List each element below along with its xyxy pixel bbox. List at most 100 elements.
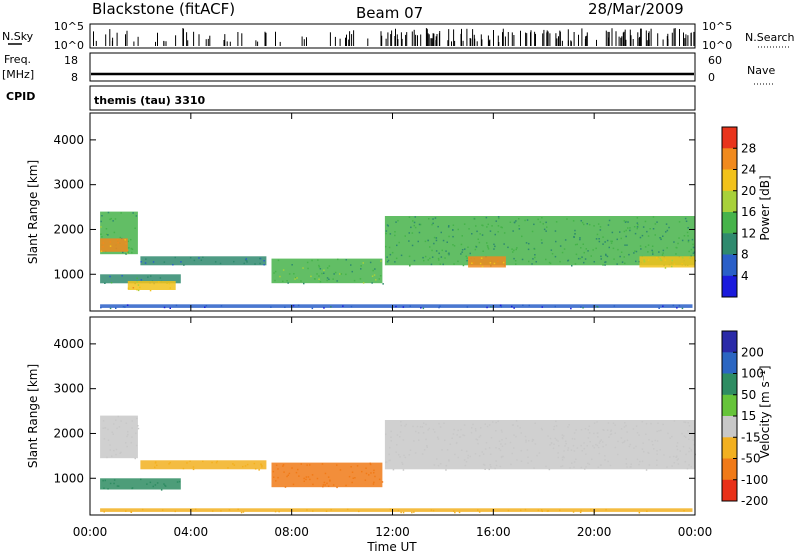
scatter-cell (329, 479, 331, 481)
scatter-cell (117, 485, 120, 487)
scatter-cell (651, 245, 654, 247)
scatter-cell (664, 267, 667, 269)
scatter-cell (607, 422, 610, 424)
scatter-cell (168, 463, 170, 465)
scatter-cell (586, 445, 588, 447)
scatter-cell (457, 260, 459, 263)
scatter-cell (648, 452, 650, 454)
scatter-cell (600, 255, 602, 258)
scatter-cell (554, 230, 557, 232)
scatter-cell (562, 455, 565, 458)
scatter-cell (636, 432, 639, 434)
colorbar-segment (722, 233, 737, 255)
scatter-cell (592, 445, 594, 447)
colorbar-tick: 200 (741, 345, 764, 359)
scatter-cell (448, 252, 450, 254)
scatter-cell (487, 223, 489, 226)
scatter-cell (567, 426, 569, 428)
noise-panel (89, 23, 696, 49)
scatter-cell (471, 262, 473, 264)
scatter-cell (558, 445, 560, 447)
scatter-cell (583, 223, 585, 226)
scatter-cell (635, 260, 637, 263)
scatter-cell (572, 444, 575, 447)
scatter-cell (572, 220, 575, 222)
scatter-cell (501, 445, 504, 447)
scatter-cell (541, 242, 543, 244)
scatter-cell (614, 446, 617, 449)
scatter-cell (333, 273, 335, 275)
scatter-cell (567, 447, 570, 449)
scatter-cell (625, 463, 628, 465)
scatter-cell (611, 231, 614, 234)
scatter-cell (660, 237, 662, 239)
scatter-cell (656, 440, 659, 442)
scatter-cell (602, 445, 604, 448)
scatter-cell (549, 444, 551, 446)
scatter-cell (137, 425, 139, 427)
scatter-cell (596, 233, 599, 236)
scatter-cell (617, 453, 619, 456)
xtick-label: 20:00 (577, 525, 612, 539)
scatter-cell (433, 464, 436, 466)
scatter-cell (672, 304, 675, 307)
colorbar-segment (722, 212, 737, 234)
scatter-cell (457, 228, 459, 231)
scatter-cell (169, 287, 171, 289)
scatter-cell (574, 229, 576, 232)
scatter-cell (244, 465, 247, 467)
scatter-cell (373, 472, 375, 474)
scatter-cell (610, 240, 612, 242)
scatter-cell (681, 307, 684, 310)
scatter-cell (490, 466, 492, 468)
noise-tick-left-top: 10^5 (54, 20, 84, 33)
scatter-cell (689, 257, 691, 259)
scatter-cell (493, 262, 496, 265)
scatter-cell (330, 508, 332, 511)
scatter-cell (561, 456, 564, 459)
scatter-cell (692, 243, 694, 246)
ytick-label: 3000 (53, 178, 84, 192)
scatter-cell (237, 508, 239, 510)
scatter-cell (656, 257, 658, 259)
scatter-cell (389, 446, 391, 449)
scatter-cell (465, 255, 467, 258)
scatter-cell (319, 281, 322, 283)
scatter-cell (513, 257, 515, 260)
scatter-cell (122, 251, 124, 254)
scatter-cell (681, 239, 684, 242)
scatter-cell (172, 264, 174, 266)
scatter-cell (113, 482, 115, 485)
scatter-cell (500, 456, 503, 459)
scatter-cell (100, 233, 102, 235)
scatter-cell (484, 423, 486, 425)
scatter-cell (580, 509, 582, 512)
scatter-cell (502, 455, 504, 458)
scatter-cell (613, 305, 616, 307)
scatter-cell (569, 467, 571, 469)
scatter-cell (573, 432, 576, 434)
scatter-cell (405, 423, 407, 426)
scatter-cell (439, 426, 442, 428)
scatter-cell (395, 305, 397, 308)
scatter-cell (625, 220, 628, 223)
scatter-band (140, 460, 267, 470)
scatter-cell (586, 223, 588, 225)
scatter-cell (593, 422, 596, 424)
scatter-cell (432, 428, 435, 431)
scatter-cell (109, 482, 112, 485)
scatter-cell (402, 469, 405, 471)
noise-tick-right-top: 10^5 (702, 20, 732, 33)
freq-panel (89, 52, 696, 82)
scatter-cell (461, 251, 463, 253)
scatter-cell (672, 455, 675, 458)
scatter-cell (495, 421, 497, 424)
scatter-cell (657, 422, 659, 424)
scatter-cell (275, 464, 278, 466)
scatter-cell (443, 422, 445, 424)
scatter-cell (470, 431, 473, 434)
scatter-cell (568, 424, 570, 426)
scatter-cell (233, 464, 236, 466)
colorbar-tick: 4 (741, 269, 749, 283)
scatter-cell (605, 444, 607, 446)
